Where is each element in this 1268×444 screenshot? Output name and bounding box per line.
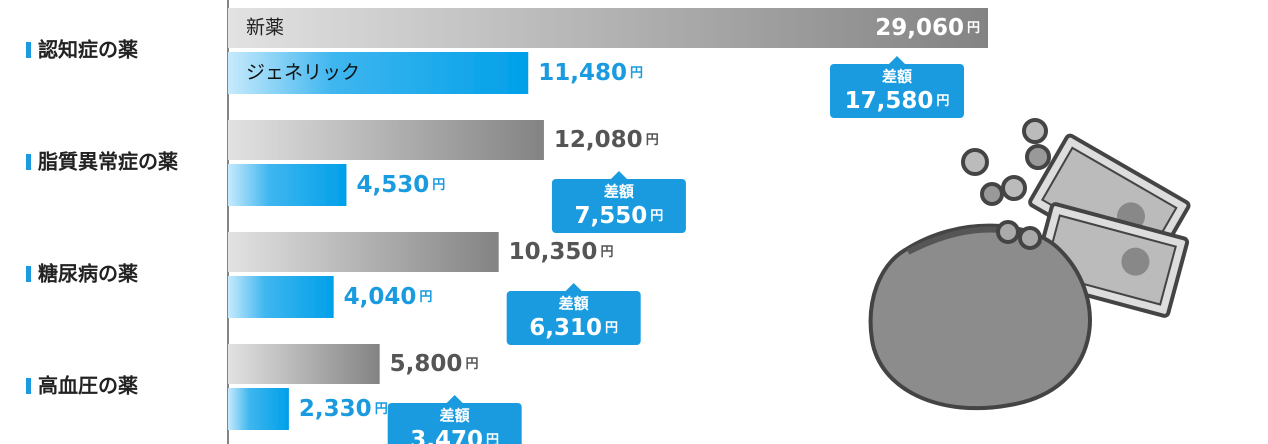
value-number: 3,470 <box>410 427 483 444</box>
value-number: 6,310 <box>529 315 602 341</box>
value-unit: 円 <box>967 21 980 36</box>
value-number: 5,800 <box>390 351 463 377</box>
bar <box>228 8 988 48</box>
bar <box>228 344 380 384</box>
value-unit: 円 <box>419 290 432 305</box>
legend-label: ジェネリック <box>246 62 360 84</box>
difference-title: 差額 <box>604 183 634 201</box>
value-unit: 円 <box>936 94 949 109</box>
category-label: 脂質異常症の薬 <box>38 150 178 174</box>
category-label: 認知症の薬 <box>38 38 138 62</box>
bar <box>228 388 289 430</box>
difference-title: 差額 <box>440 407 470 425</box>
value-unit: 円 <box>600 245 613 260</box>
difference-title: 差額 <box>882 68 912 86</box>
category-marker <box>26 42 31 58</box>
value-number: 10,350 <box>509 239 598 265</box>
callout-pointer <box>610 171 628 180</box>
callout-pointer <box>888 56 906 65</box>
value-unit: 円 <box>646 133 659 148</box>
callout-pointer <box>565 283 583 292</box>
value-unit: 円 <box>432 178 445 193</box>
legend-label: 新薬 <box>246 17 284 39</box>
category-label: 高血圧の薬 <box>38 374 138 398</box>
value-unit: 円 <box>630 66 643 81</box>
value-unit: 円 <box>465 357 478 372</box>
category-marker <box>26 266 31 282</box>
value-unit: 円 <box>605 321 618 336</box>
value-number: 29,060 <box>875 15 964 41</box>
bar <box>228 276 334 318</box>
value-number: 11,480 <box>538 60 627 86</box>
category-marker <box>26 378 31 394</box>
category-marker <box>26 154 31 170</box>
callout-pointer <box>446 395 464 404</box>
purse-illustration <box>871 120 1190 408</box>
bar <box>228 164 346 206</box>
value-number: 17,580 <box>845 88 934 114</box>
category-label: 糖尿病の薬 <box>38 262 138 286</box>
value-number: 2,330 <box>299 396 372 422</box>
chart: 認知症の薬29,060円新薬11,480円ジェネリック差額17,580円脂質異常… <box>0 0 1268 444</box>
value-number: 4,040 <box>344 284 417 310</box>
bar <box>228 120 544 160</box>
value-number: 7,550 <box>575 203 648 229</box>
value-number: 4,530 <box>356 172 429 198</box>
value-unit: 円 <box>650 209 663 224</box>
difference-title: 差額 <box>559 295 589 313</box>
value-unit: 円 <box>375 402 388 417</box>
bar <box>228 232 499 272</box>
value-number: 12,080 <box>554 127 643 153</box>
value-unit: 円 <box>486 433 499 444</box>
